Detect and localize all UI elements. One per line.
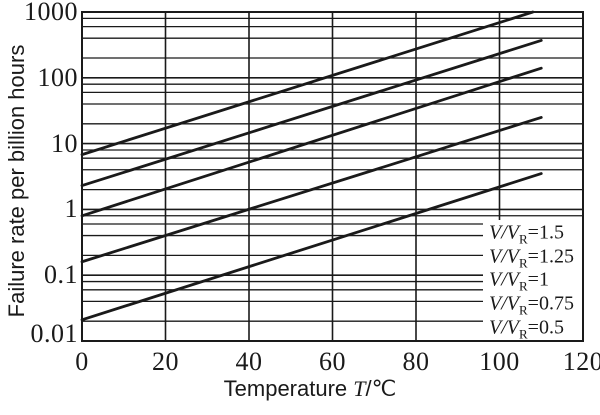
x-tick-label: 0: [75, 347, 89, 376]
legend-entry: V/VR=0.75: [489, 292, 574, 318]
x-axis-title: Temperature T/℃: [224, 376, 397, 402]
x-tick-label: 100: [479, 347, 520, 376]
series-line-vvr-1.5: [80, 10, 535, 157]
legend-entry: V/VR=0.5: [489, 316, 564, 342]
series-line-vvr-0.5: [80, 172, 543, 322]
frame-group: [81, 11, 584, 342]
x-axis-title-symbol: T: [353, 376, 366, 401]
y-tick-label: 1: [64, 194, 78, 224]
series-line-vvr-0.75: [80, 116, 543, 264]
x-tick-label: 120: [562, 347, 600, 376]
x-tick-label: 80: [402, 347, 430, 376]
y-tick-label: 0.01: [30, 319, 78, 348]
legend-entry: V/VR=1.25: [489, 245, 574, 271]
legend-mask-group: [483, 220, 582, 340]
x-axis-title-prefix: Temperature: [223, 376, 354, 401]
legend-entry: V/VR=1: [489, 268, 549, 294]
x-tick-label: 40: [235, 347, 263, 376]
plot-frame: [81, 11, 584, 342]
y-tick-label: 1000: [24, 0, 78, 26]
series-line-vvr-1: [80, 66, 543, 218]
legend-entry: V/VR=1.5: [489, 221, 564, 247]
y-tick-label: 10: [51, 128, 78, 158]
y-axis-title: Failure rate per billion hours: [4, 44, 29, 318]
x-tick-label: 60: [319, 347, 346, 376]
x-tick-label: 20: [152, 347, 179, 376]
y-tick-label: 0.1: [44, 260, 78, 290]
series-group: [80, 10, 543, 322]
series-line-vvr-1.25: [80, 39, 543, 187]
x-axis-title-suffix: /℃: [365, 376, 397, 401]
y-tick-label: 100: [37, 62, 78, 92]
legend-background: [483, 220, 582, 340]
